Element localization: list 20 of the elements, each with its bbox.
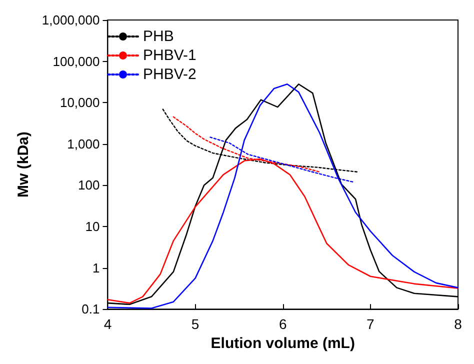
y-tick-label: 0.1 [82,302,100,317]
y-tick-label: 100 [78,178,100,193]
x-tick-label: 6 [278,316,287,332]
legend-label: PHB [143,28,174,45]
x-axis-title: Elution volume (mL) [210,335,355,352]
y-tick-label: 1,000,000 [42,12,100,28]
x-tick-label: 8 [454,316,462,332]
y-tick-label: 100,000 [52,54,100,69]
legend-label: PHBV-1 [143,47,196,64]
y-tick-label: 10,000 [60,95,100,110]
y-tick-label: 1,000 [67,136,100,152]
x-tick-label: 7 [366,316,375,332]
line-series [210,136,354,183]
line-series [162,108,358,172]
y-axis-title: Mw (kDa) [15,132,32,198]
x-tick-label: 5 [191,316,200,332]
legend-label: PHBV-2 [143,66,196,83]
y-tick-label: 10 [85,219,100,234]
x-tick-label: 4 [104,316,112,332]
y-tick-label: 1 [92,260,100,276]
